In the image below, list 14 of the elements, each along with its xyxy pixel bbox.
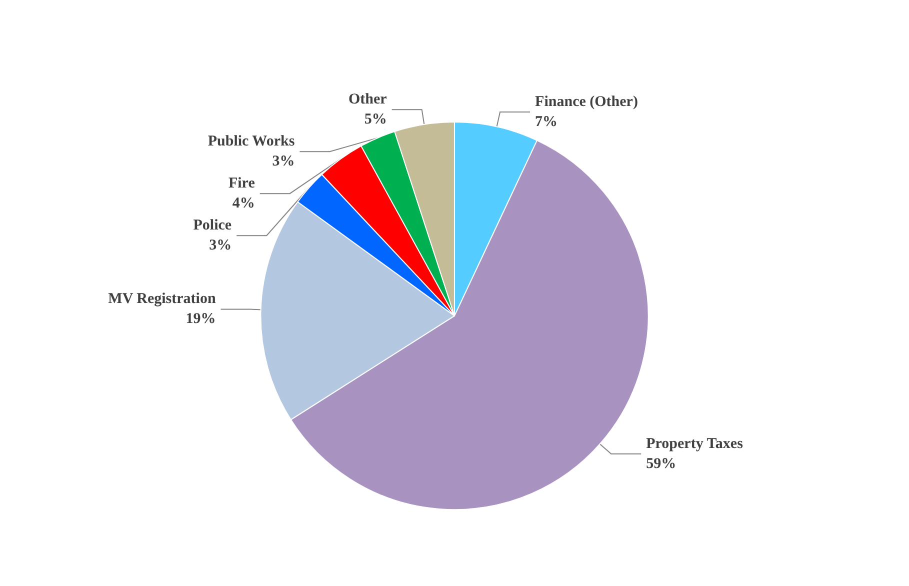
- data-label: 3%: [209, 238, 232, 254]
- data-label: 19%: [186, 311, 216, 328]
- slice-label: Property Taxes: [646, 436, 744, 452]
- slice-label: Police: [193, 218, 232, 234]
- slice-label: Other: [348, 92, 388, 108]
- data-label: 5%: [364, 112, 387, 128]
- slice-label: MV Registration: [108, 291, 216, 308]
- slice-label: Fire: [228, 176, 256, 192]
- data-label: 7%: [535, 114, 558, 130]
- slice-label: Public Works: [208, 134, 295, 150]
- data-label: 59%: [646, 456, 676, 472]
- data-label: 3%: [272, 154, 295, 170]
- data-label: 4%: [232, 196, 255, 212]
- slice-label: Finance (Other): [535, 94, 638, 110]
